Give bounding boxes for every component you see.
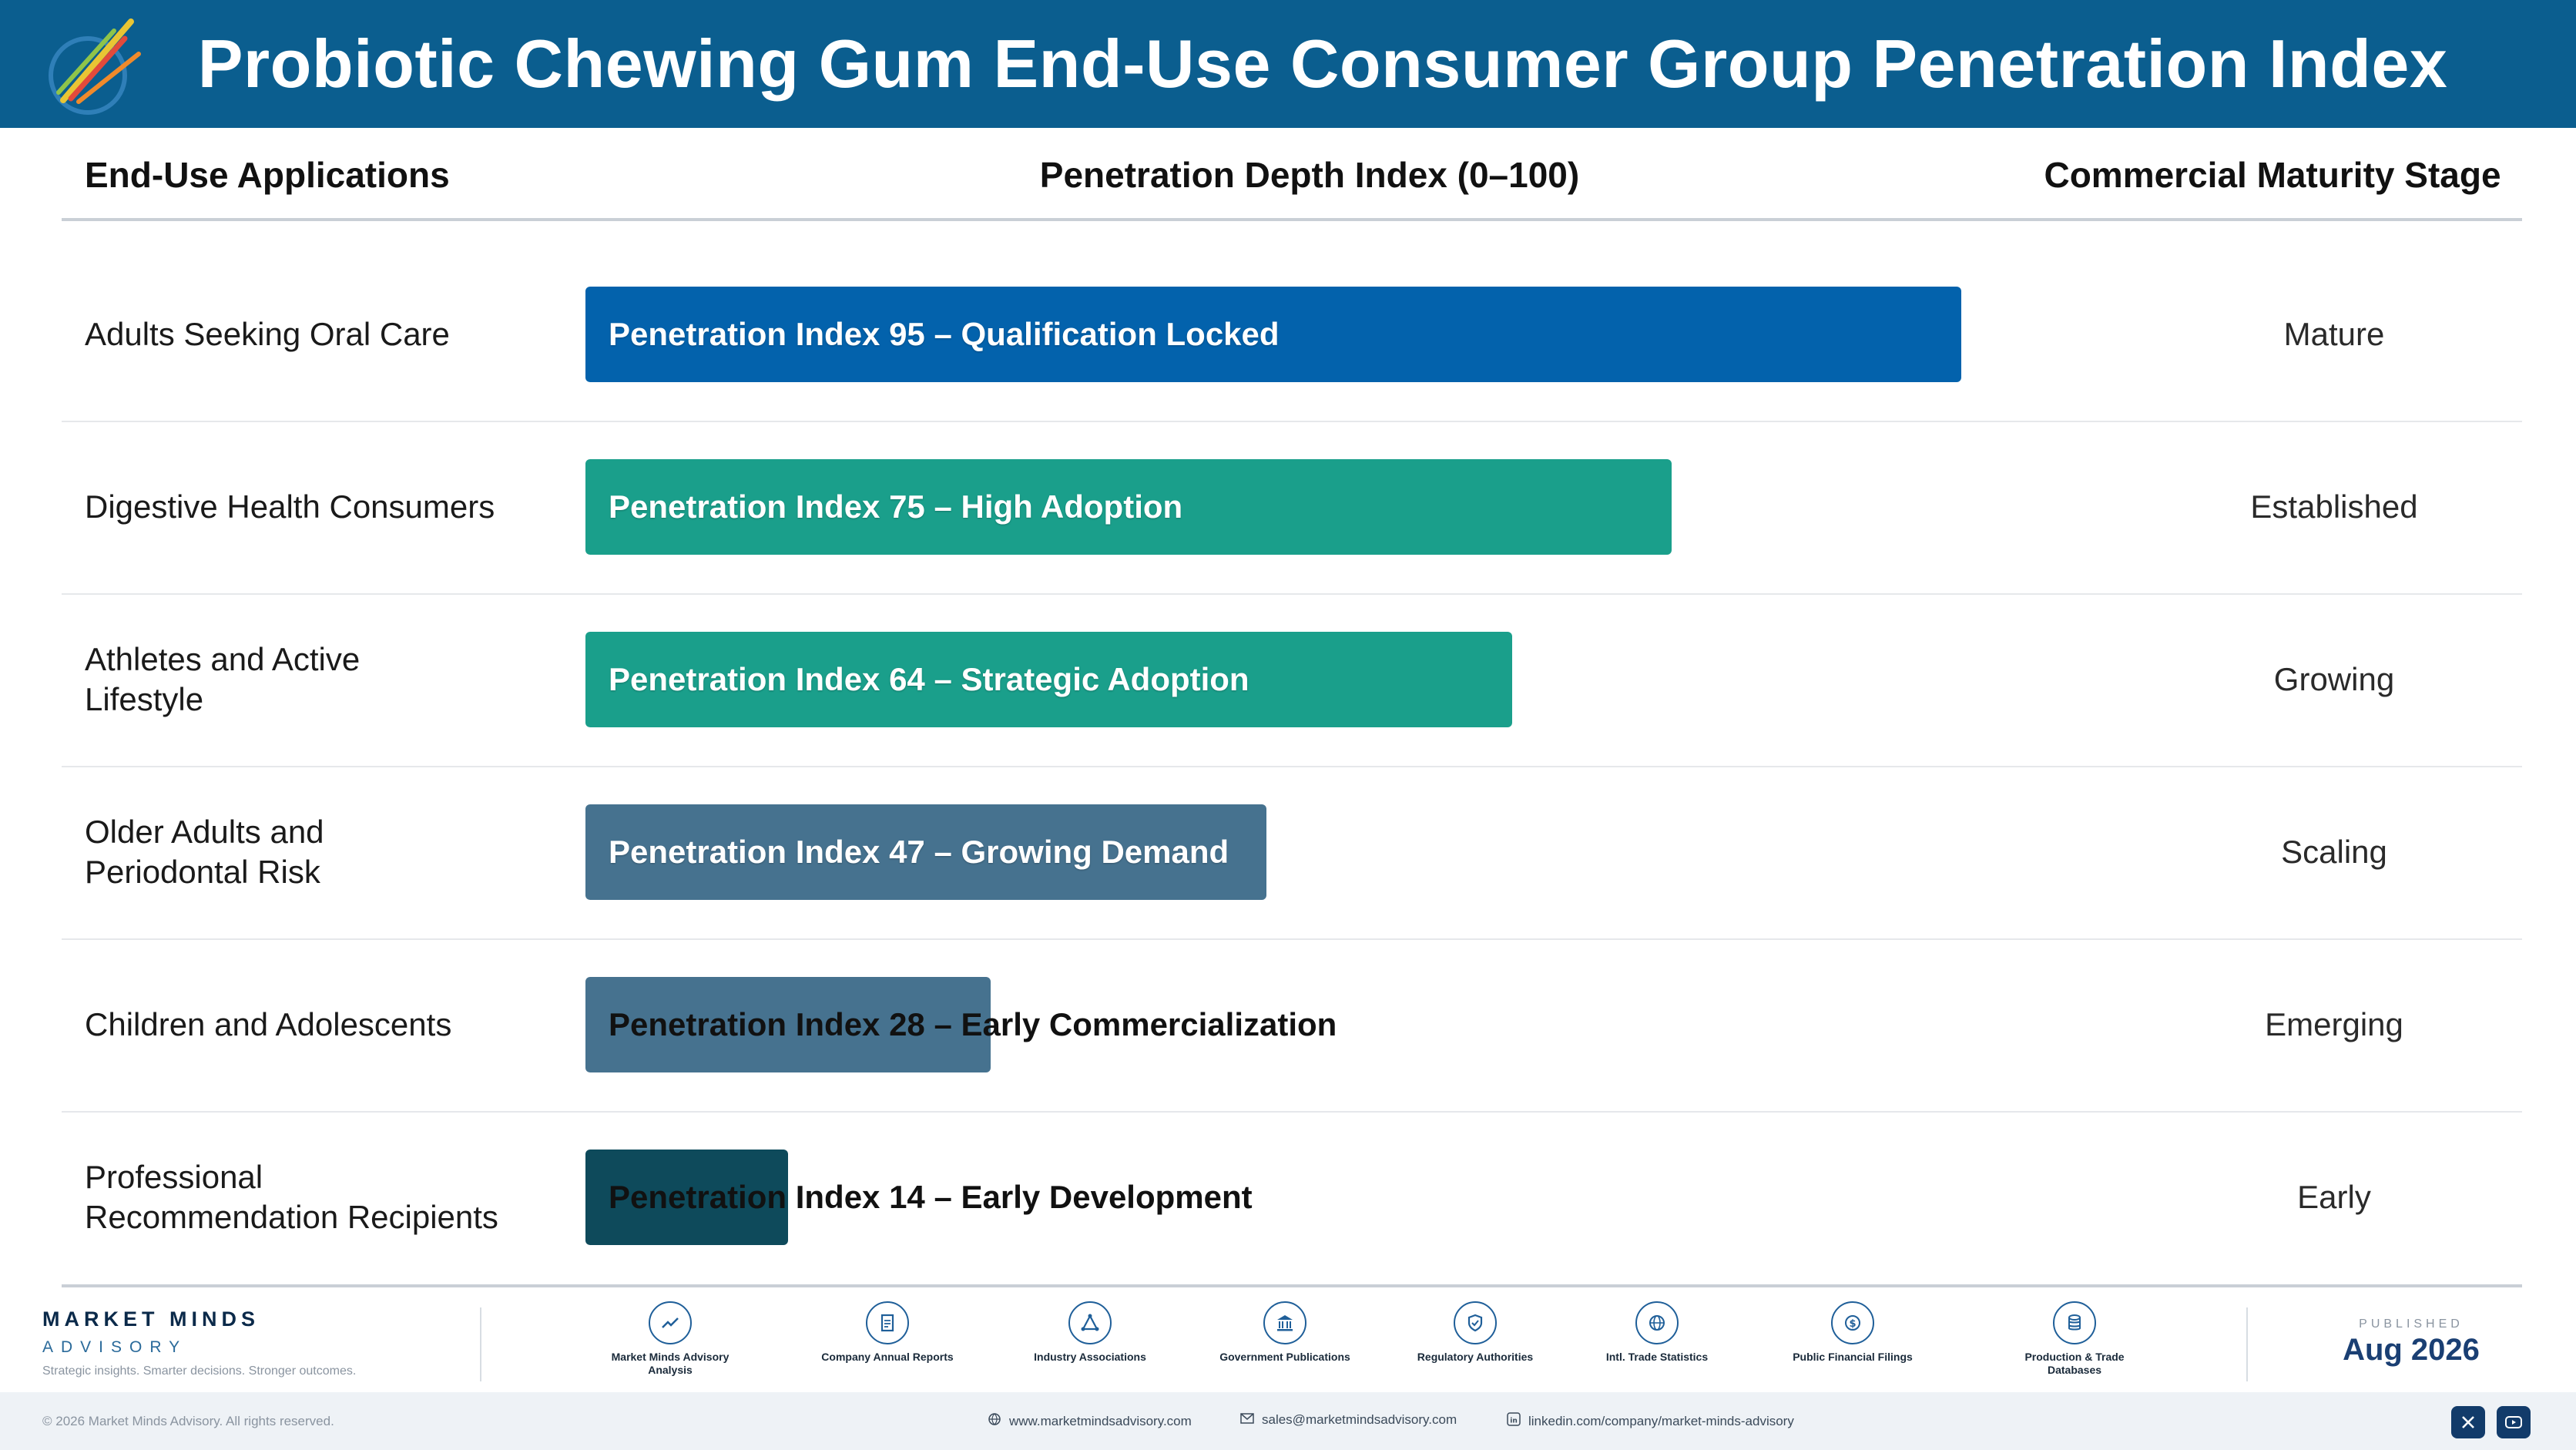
source-financial-filings: $ Public Financial Filings bbox=[1779, 1301, 1926, 1364]
chart-row: Athletes and Active Lifestyle Penetratio… bbox=[62, 593, 2522, 767]
category-label: Professional Recommendation Recipients bbox=[85, 1159, 498, 1235]
bar bbox=[585, 632, 1512, 727]
footer-divider bbox=[2246, 1307, 2248, 1381]
source-regulatory-authorities: Regulatory Authorities bbox=[1402, 1301, 1548, 1364]
published-label: PUBLISHED bbox=[2359, 1317, 2464, 1331]
bar-label: Penetration Index 75 – High Adoption bbox=[609, 488, 1183, 525]
database-icon bbox=[2053, 1301, 2096, 1344]
bar-label: Penetration Index 95 – Qualification Loc… bbox=[609, 316, 1280, 352]
network-icon bbox=[1068, 1301, 1112, 1344]
footer-divider bbox=[480, 1307, 481, 1381]
source-market-minds: Market Minds Advisory Analysis bbox=[597, 1301, 743, 1377]
government-building-icon bbox=[1263, 1301, 1306, 1344]
category-label: Children and Adolescents bbox=[85, 1006, 452, 1042]
header-banner: Probiotic Chewing Gum End-Use Consumer G… bbox=[0, 0, 2576, 128]
bar bbox=[585, 287, 1961, 382]
maturity-stage: Growing bbox=[2273, 661, 2395, 697]
maturity-stage: Emerging bbox=[2265, 1006, 2403, 1042]
linkedin-link[interactable]: in linkedin.com/company/market-minds-adv… bbox=[1507, 1412, 1794, 1430]
source-industry-associations: Industry Associations bbox=[1017, 1301, 1163, 1364]
source-label: Production & Trade Databases bbox=[2024, 1351, 2125, 1376]
source-label: Government Publications bbox=[1219, 1351, 1350, 1363]
bar bbox=[585, 1150, 788, 1245]
source-label: Public Financial Filings bbox=[1793, 1351, 1913, 1363]
copyright-text: © 2026 Market Minds Advisory. All rights… bbox=[42, 1414, 334, 1428]
maturity-stage: Early bbox=[2297, 1179, 2371, 1215]
category-label: Adults Seeking Oral Care bbox=[85, 316, 450, 352]
linkedin-icon: in bbox=[1507, 1412, 1521, 1430]
source-label: Intl. Trade Statistics bbox=[1605, 1351, 1709, 1363]
source-trade-statistics: Intl. Trade Statistics bbox=[1584, 1301, 1730, 1364]
globe-icon bbox=[1635, 1301, 1679, 1344]
footer: MARKET MINDS ADVISORY Strategic insights… bbox=[0, 1291, 2576, 1450]
website-text: www.marketmindsadvisory.com bbox=[1009, 1413, 1192, 1428]
bar-label: Penetration Index 47 – Growing Demand bbox=[609, 834, 1229, 870]
brand-tagline: Strategic insights. Smarter decisions. S… bbox=[42, 1364, 357, 1378]
chart-row: Digestive Health Consumers Penetration I… bbox=[62, 421, 2522, 595]
category-label: Digestive Health Consumers bbox=[85, 488, 495, 525]
x-social-icon[interactable] bbox=[2451, 1406, 2485, 1438]
bar bbox=[585, 459, 1672, 555]
category-label: Athletes and Active Lifestyle bbox=[85, 641, 361, 717]
chart-bottom-divider bbox=[62, 1284, 2522, 1287]
bar-label: Penetration Index 28 – Early Commerciali… bbox=[609, 1006, 1337, 1042]
footer-contact-strip: © 2026 Market Minds Advisory. All rights… bbox=[0, 1392, 2576, 1450]
dollar-icon: $ bbox=[1831, 1301, 1874, 1344]
header-divider bbox=[62, 218, 2522, 221]
bar-label: Penetration Index 14 – Early Development bbox=[609, 1179, 1253, 1215]
email-link[interactable]: sales@marketmindsadvisory.com bbox=[1240, 1412, 1457, 1428]
published-date: Aug 2026 bbox=[2343, 1333, 2480, 1367]
brand-sub: ADVISORY bbox=[42, 1338, 188, 1356]
maturity-stage: Established bbox=[2250, 488, 2418, 525]
trend-chart-icon bbox=[649, 1301, 692, 1344]
document-icon bbox=[866, 1301, 909, 1344]
mail-icon bbox=[1240, 1412, 1254, 1428]
source-label: Regulatory Authorities bbox=[1417, 1351, 1534, 1363]
column-header-applications: End-Use Applications bbox=[85, 155, 450, 195]
bar bbox=[585, 977, 991, 1072]
category-label: Older Adults and Periodontal Risk bbox=[85, 814, 324, 890]
globe-icon bbox=[988, 1412, 1001, 1430]
linkedin-text: linkedin.com/company/market-minds-adviso… bbox=[1528, 1413, 1794, 1428]
source-label: Market Minds Advisory Analysis bbox=[611, 1351, 730, 1376]
bar-label: Penetration Index 64 – Strategic Adoptio… bbox=[609, 661, 1249, 697]
source-government-publications: Government Publications bbox=[1212, 1301, 1358, 1364]
page-title: Probiotic Chewing Gum End-Use Consumer G… bbox=[197, 25, 2448, 102]
column-header-index: Penetration Depth Index (0–100) bbox=[1039, 155, 1580, 195]
source-label: Industry Associations bbox=[1034, 1351, 1146, 1363]
chart-row: Adults Seeking Oral Care Penetration Ind… bbox=[62, 248, 2522, 422]
source-label: Company Annual Reports bbox=[821, 1351, 954, 1363]
chart-row: Professional Recommendation Recipients P… bbox=[62, 1111, 2522, 1284]
company-logo-icon bbox=[49, 18, 141, 115]
source-annual-reports: Company Annual Reports bbox=[814, 1301, 961, 1364]
source-trade-databases: Production & Trade Databases bbox=[2001, 1301, 2148, 1377]
maturity-stage: Mature bbox=[2283, 316, 2385, 352]
bar bbox=[585, 804, 1266, 900]
maturity-stage: Scaling bbox=[2281, 834, 2387, 870]
email-text: sales@marketmindsadvisory.com bbox=[1262, 1412, 1457, 1427]
svg-text:$: $ bbox=[1849, 1318, 1856, 1330]
chart-row: Children and Adolescents Penetration Ind… bbox=[62, 938, 2522, 1113]
brand-name: MARKET MINDS bbox=[42, 1307, 260, 1331]
youtube-icon[interactable] bbox=[2497, 1406, 2531, 1438]
column-header-stage: Commercial Maturity Stage bbox=[2044, 155, 2501, 195]
website-link[interactable]: www.marketmindsadvisory.com bbox=[988, 1412, 1192, 1430]
svg-text:in: in bbox=[1510, 1418, 1518, 1425]
chart-row: Older Adults and Periodontal Risk Penetr… bbox=[62, 766, 2522, 940]
shield-check-icon bbox=[1454, 1301, 1497, 1344]
